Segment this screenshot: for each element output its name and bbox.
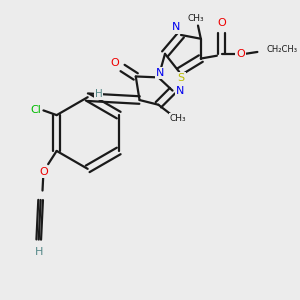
Text: H: H (34, 247, 43, 257)
Text: N: N (176, 85, 184, 96)
Text: N: N (172, 22, 181, 32)
Text: CH₃: CH₃ (170, 114, 187, 123)
Text: O: O (111, 58, 119, 68)
Text: H: H (94, 89, 102, 99)
Text: N: N (156, 68, 164, 78)
Text: CH₂CH₃: CH₂CH₃ (267, 45, 298, 54)
Text: CH₃: CH₃ (188, 14, 204, 22)
Text: O: O (236, 49, 245, 59)
Text: O: O (217, 18, 226, 28)
Text: O: O (39, 167, 48, 177)
Text: Cl: Cl (31, 105, 41, 116)
Text: S: S (178, 73, 184, 83)
